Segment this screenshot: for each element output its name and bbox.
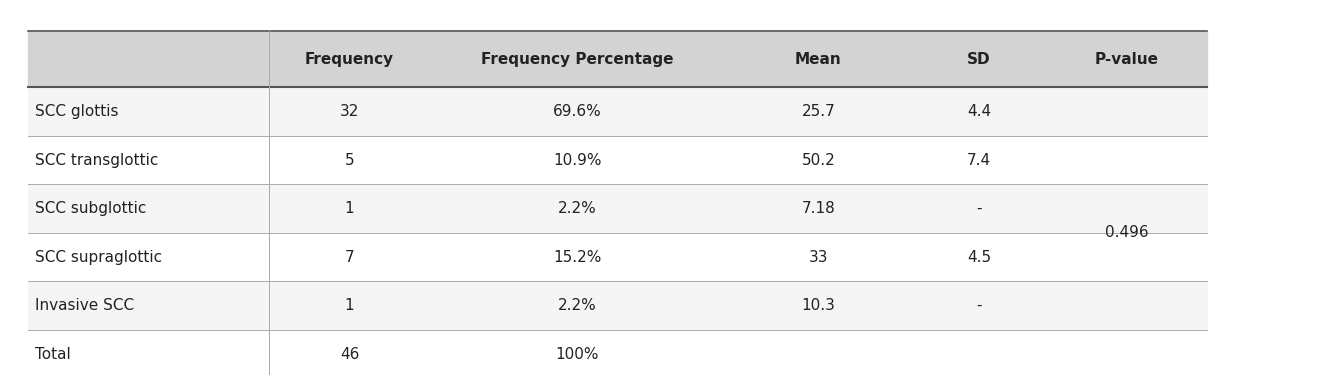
Bar bbox=[28, 233, 1206, 281]
Text: 0.496: 0.496 bbox=[1104, 225, 1149, 240]
Bar bbox=[28, 281, 1206, 330]
Text: 4.5: 4.5 bbox=[968, 250, 992, 265]
Text: SD: SD bbox=[968, 52, 990, 67]
Text: 7.4: 7.4 bbox=[968, 153, 992, 168]
Text: SCC supraglottic: SCC supraglottic bbox=[35, 250, 162, 265]
Text: 4.4: 4.4 bbox=[968, 104, 992, 119]
Text: SCC subglottic: SCC subglottic bbox=[35, 201, 146, 216]
Text: Frequency: Frequency bbox=[305, 52, 395, 67]
Bar bbox=[28, 87, 1206, 136]
Text: 7: 7 bbox=[345, 250, 354, 265]
Text: -: - bbox=[976, 298, 982, 313]
Text: 2.2%: 2.2% bbox=[558, 201, 597, 216]
Text: 69.6%: 69.6% bbox=[553, 104, 601, 119]
Bar bbox=[28, 184, 1206, 233]
Text: 10.9%: 10.9% bbox=[553, 153, 601, 168]
Text: 33: 33 bbox=[809, 250, 828, 265]
Text: 25.7: 25.7 bbox=[801, 104, 835, 119]
Text: 7.18: 7.18 bbox=[801, 201, 835, 216]
Text: Invasive SCC: Invasive SCC bbox=[35, 298, 134, 313]
Bar bbox=[28, 31, 1206, 87]
Text: 2.2%: 2.2% bbox=[558, 298, 597, 313]
Bar bbox=[28, 330, 1206, 376]
Text: 10.3: 10.3 bbox=[801, 298, 835, 313]
Text: 5: 5 bbox=[345, 153, 354, 168]
Text: SCC glottis: SCC glottis bbox=[35, 104, 118, 119]
Text: P-value: P-value bbox=[1094, 52, 1158, 67]
Text: Mean: Mean bbox=[794, 52, 841, 67]
Text: -: - bbox=[976, 201, 982, 216]
Text: 46: 46 bbox=[340, 347, 360, 362]
Text: 1: 1 bbox=[345, 201, 354, 216]
Text: 15.2%: 15.2% bbox=[553, 250, 601, 265]
Text: Total: Total bbox=[35, 347, 71, 362]
Text: SCC transglottic: SCC transglottic bbox=[35, 153, 158, 168]
Text: 100%: 100% bbox=[556, 347, 599, 362]
Text: 50.2: 50.2 bbox=[801, 153, 835, 168]
Text: 32: 32 bbox=[340, 104, 360, 119]
Text: 1: 1 bbox=[345, 298, 354, 313]
Bar bbox=[28, 136, 1206, 184]
Text: Frequency Percentage: Frequency Percentage bbox=[480, 52, 674, 67]
